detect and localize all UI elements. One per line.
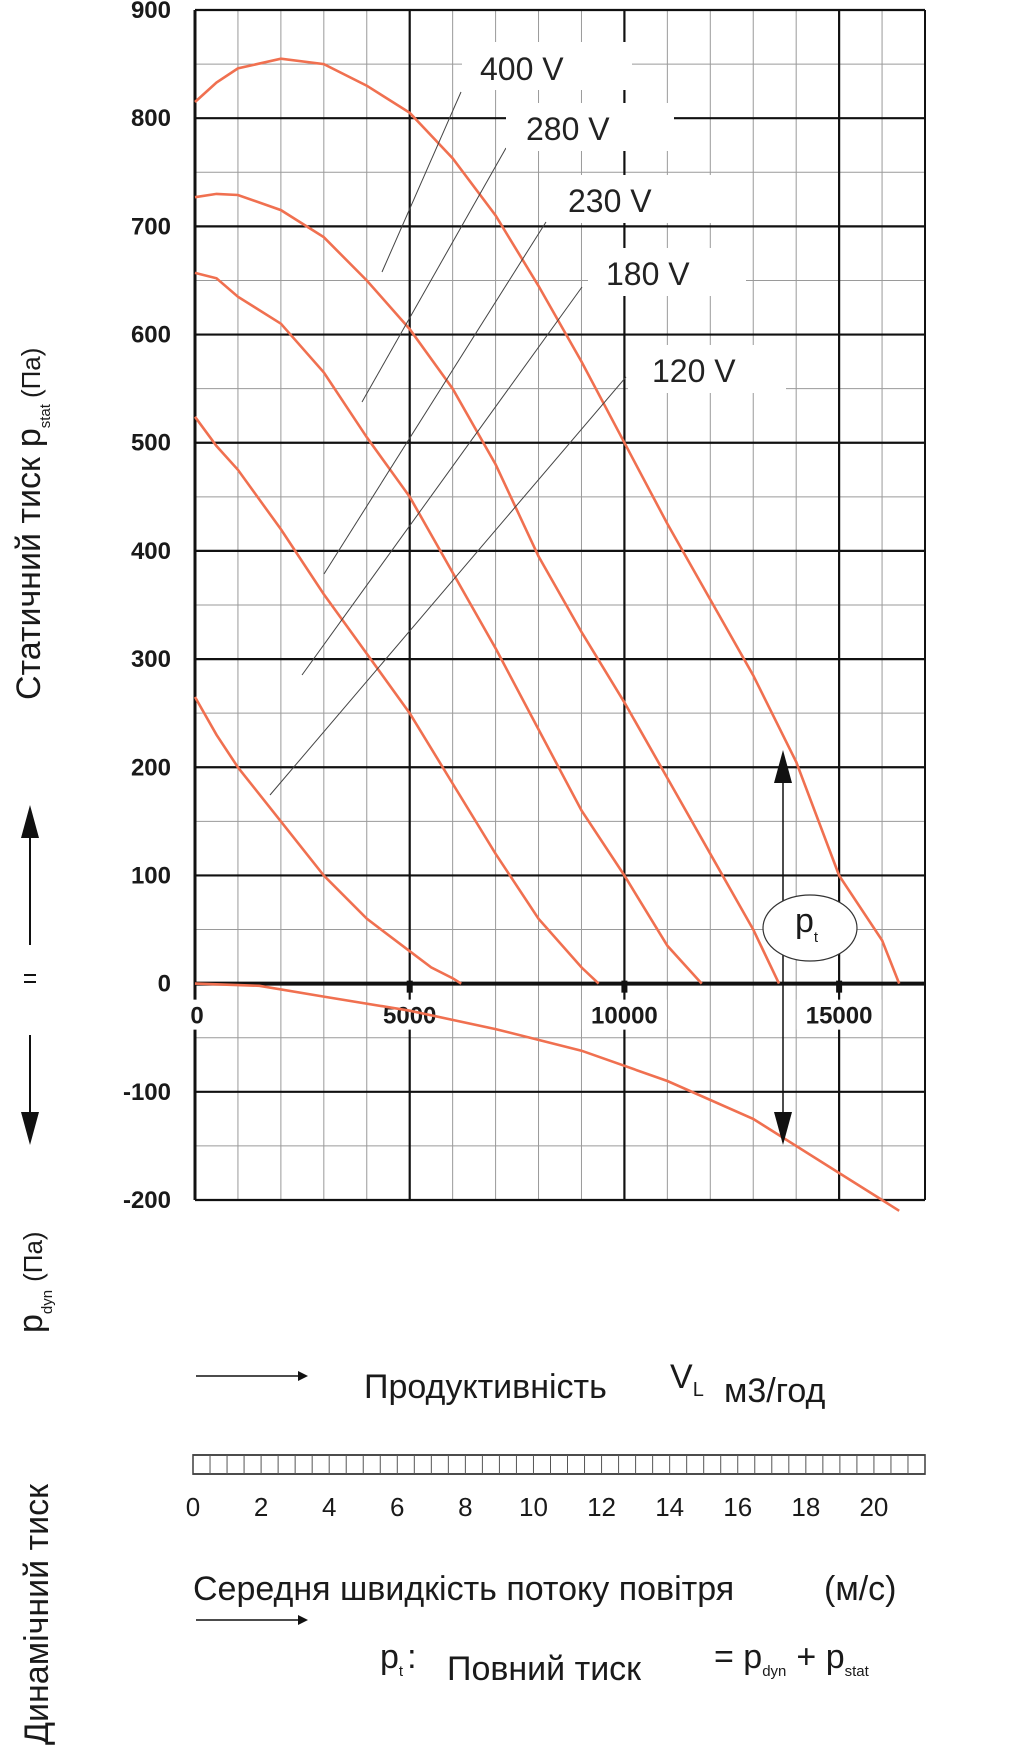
dynamic-down-arrow-icon	[21, 1112, 39, 1145]
leader-280v	[361, 147, 507, 403]
velocity-tick-label: 18	[791, 1492, 820, 1522]
pt-formula-colon: :	[407, 1638, 416, 1676]
y-tick-label: 200	[131, 754, 171, 781]
y-tick-label: 900	[131, 0, 171, 24]
series-label-280v: 280 V	[526, 111, 610, 147]
series-line	[194, 192, 781, 985]
svg-text:VL: VL	[670, 1358, 704, 1401]
velocity-tick-label: 14	[655, 1492, 684, 1522]
velocity-axis-label: Середня швидкість потоку повітря	[193, 1570, 734, 1608]
svg-text:= pdyn+ pstat: = pdyn + pstat	[714, 1638, 870, 1680]
series-line	[194, 982, 900, 1212]
static-dynamic-divider	[21, 805, 39, 1145]
velocity-tick-label: 16	[723, 1492, 752, 1522]
velocity-tick-label: 10	[519, 1492, 548, 1522]
y-tick-label: 700	[131, 213, 171, 240]
pt-formula-sub: t	[399, 1663, 404, 1680]
voltage-labels: 400 V 280 V 230 V 180 V 120 V	[462, 42, 786, 393]
svg-text:pdyn(Па): pdyn (Па)	[12, 1231, 56, 1333]
y-tick-label: 300	[131, 646, 171, 673]
x-tick-label: 10000	[591, 1003, 658, 1030]
voltage-leaders	[269, 91, 627, 796]
pt-marker: pt	[762, 750, 858, 1145]
velocity-tick-label: 2	[254, 1492, 268, 1522]
velocity-tick-label: 6	[390, 1492, 404, 1522]
x-axis-label: Продуктивність	[364, 1368, 607, 1406]
y-axis-dynamic-label: Динамічний тиск	[18, 1483, 56, 1745]
formula-dyn-sub: dyn	[762, 1663, 786, 1680]
y-tick-label: 800	[131, 105, 171, 132]
p-dyn-main: p	[12, 1314, 50, 1333]
series-label-230v: 230 V	[568, 183, 652, 219]
svg-text:pt: pt	[795, 902, 819, 946]
v-l-main: V	[670, 1358, 693, 1396]
p-dyn-sub: dyn	[39, 1290, 56, 1314]
series-line	[193, 416, 600, 985]
series-line	[193, 696, 462, 985]
y-tick-label: -200	[123, 1187, 171, 1214]
series-line	[194, 57, 901, 985]
y-axis-static-label: Статичний тиск	[10, 456, 48, 700]
series-line	[194, 271, 703, 985]
y-tick-label: 400	[131, 538, 171, 565]
y-tick-label: 0	[158, 971, 171, 998]
velocity-axis-unit: (м/с)	[824, 1570, 896, 1608]
x-tick-mark	[836, 980, 843, 993]
series-label-400v: 400 V	[480, 51, 564, 87]
static-up-arrow-icon	[21, 805, 39, 838]
y-axis-unit-static: (Па)	[16, 348, 46, 398]
formula-plus-p: + p	[796, 1638, 844, 1676]
x-tick-mark	[621, 980, 628, 993]
p-stat-sub: stat	[37, 403, 54, 428]
curves	[193, 57, 901, 1212]
velocity-tick-label: 4	[322, 1492, 336, 1522]
v-l-sub: L	[693, 1379, 704, 1401]
x-tick-label: 15000	[806, 1003, 873, 1030]
series-label-120v: 120 V	[652, 353, 736, 389]
x-tick-labels: 0 5000 10000 15000	[184, 999, 882, 1030]
leader-400v	[381, 91, 462, 273]
y-tick-label: 500	[131, 430, 171, 457]
leader-230v	[323, 221, 547, 575]
velocity-tick-label: 20	[859, 1492, 888, 1522]
velocity-tick-label: 0	[186, 1492, 200, 1522]
y-tick-label: 600	[131, 322, 171, 349]
series-label-180v: 180 V	[606, 256, 690, 292]
velocity-tick-label: 12	[587, 1492, 616, 1522]
formula-eq-p: = p	[714, 1638, 762, 1676]
svg-text:pt:: pt:	[380, 1638, 417, 1680]
velocity-tick-label: 8	[458, 1492, 472, 1522]
x-tick-mark	[406, 980, 413, 993]
leader-180v	[301, 286, 583, 676]
pt-ellipse	[762, 894, 858, 962]
y-tick-label: -100	[123, 1079, 171, 1106]
x-axis-unit: м3/год	[724, 1372, 826, 1410]
leader-120v	[269, 376, 627, 796]
x-tick-label: 0	[190, 1003, 203, 1030]
y-tick-label: 100	[131, 862, 171, 889]
pt-ellipse-label: p	[795, 902, 814, 940]
formula-stat-sub: stat	[845, 1663, 870, 1680]
pt-ellipse-sub: t	[814, 929, 819, 946]
p-stat-main: p	[10, 428, 48, 447]
x-axis-label-group: Продуктивність VL м3/год	[196, 1358, 826, 1410]
svg-text:Статичний тискpstat(Па): Статичний тиск pstat (Па)	[10, 348, 54, 700]
pt-down-arrow-icon	[774, 1112, 792, 1145]
total-pressure-formula: pt: Повний тиск = pdyn + pstat	[380, 1638, 870, 1688]
y-axis-unit-dynamic: (Па)	[18, 1231, 48, 1281]
velocity-scale: 0 2 4 6 8 10 12 14 16 18 20	[186, 1454, 926, 1522]
y-tick-labels: 900 800 700 600 500 400 300 200 100 0 -100 -200	[123, 0, 171, 1214]
pt-formula-main: p	[380, 1638, 399, 1676]
total-pressure-label: Повний тиск	[447, 1650, 642, 1688]
pt-up-arrow-icon	[774, 750, 792, 783]
